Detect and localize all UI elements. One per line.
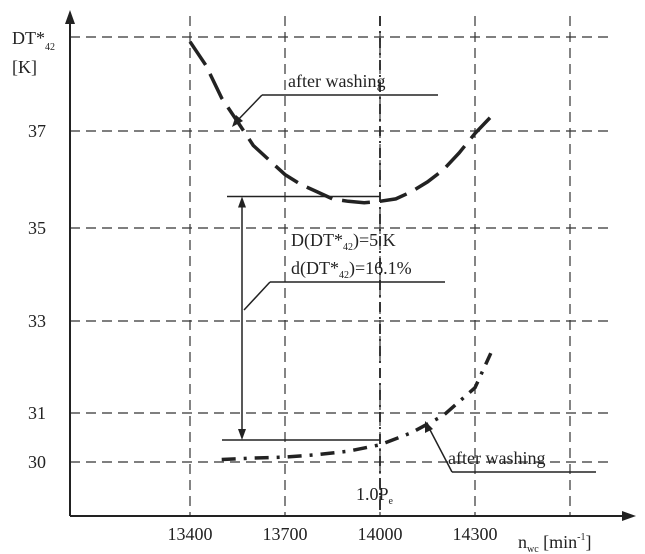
- reference-lines: [222, 16, 381, 516]
- annotations: after washing after washing D(DT*42)=5 K…: [232, 71, 596, 473]
- reference-x-label: 1.0Pe: [356, 484, 394, 507]
- delta-arrowhead-up: [238, 196, 246, 208]
- y-axis-label-line2: [K]: [12, 57, 37, 77]
- axes: [65, 10, 636, 521]
- after-washing-top-label: after washing: [288, 71, 385, 91]
- y-tick-label-30: 30: [28, 452, 46, 472]
- after-washing-top-arrowhead: [232, 115, 243, 127]
- x-axis-arrowhead: [622, 511, 636, 521]
- delta-rel-label: d(DT*42)=16.1%: [291, 258, 412, 281]
- axis-labels: DT*42 [K] nwc [min-1] 1.0Pe: [12, 28, 592, 554]
- ticks: 13400 13700 14000 14300 30 31 33 35 37: [28, 121, 498, 544]
- x-axis-label: nwc [min-1]: [518, 532, 592, 554]
- x-tick-label-14000: 14000: [358, 524, 403, 544]
- after-washing-bottom-arrow-line: [427, 425, 453, 473]
- delta-arrowhead-down: [238, 428, 246, 440]
- y-tick-label-35: 35: [28, 218, 46, 238]
- y-axis-label-line1: DT*42: [12, 28, 55, 53]
- delta-leader-diagonal: [243, 281, 271, 311]
- delta-abs-label: D(DT*42)=5 K: [291, 230, 396, 253]
- x-tick-label-13400: 13400: [168, 524, 213, 544]
- series-0-line: [188, 40, 493, 205]
- after-washing-bottom-label: after washing: [448, 448, 545, 468]
- curves: [188, 40, 493, 462]
- x-tick-label-14300: 14300: [453, 524, 498, 544]
- y-tick-label-31: 31: [28, 403, 46, 423]
- x-tick-label-13700: 13700: [263, 524, 308, 544]
- y-tick-label-37: 37: [28, 121, 46, 141]
- y-axis-arrowhead: [65, 10, 75, 24]
- after-washing-top-arrow-line: [235, 94, 263, 123]
- grid: [70, 16, 612, 516]
- y-tick-label-33: 33: [28, 311, 46, 331]
- series-1-line: [221, 352, 493, 462]
- after-washing-bottom-arrowhead: [425, 421, 433, 433]
